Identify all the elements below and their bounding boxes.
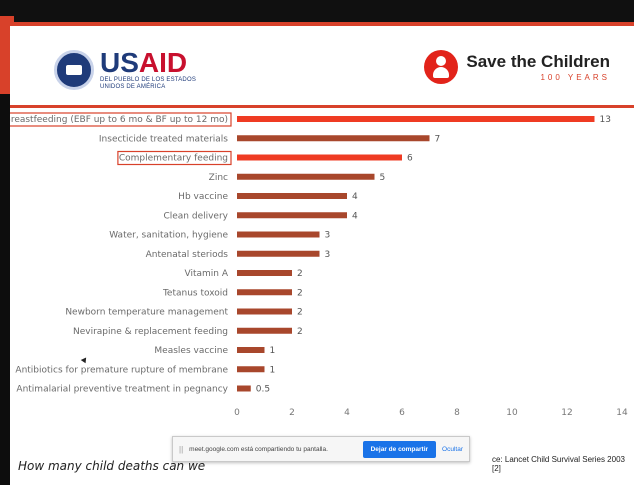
category-label: Tetanus toxoid: [162, 288, 228, 298]
value-label: 2: [297, 308, 303, 318]
bar: [237, 174, 375, 180]
value-label: 1: [270, 346, 276, 356]
category-label: Antimalarial preventive treatment in peg…: [16, 385, 228, 395]
bar: [237, 232, 320, 238]
screen-share-bar: || meet.google.com está compartiendo tu …: [172, 436, 470, 462]
bar: [237, 309, 292, 315]
bar: [237, 116, 595, 122]
bar: [237, 155, 402, 161]
value-label: 3: [325, 250, 331, 260]
value-label: 1: [270, 365, 276, 375]
stop-sharing-button[interactable]: Dejar de compartir: [363, 441, 436, 458]
value-label: 7: [435, 134, 441, 144]
category-label: Antenatal steriods: [146, 250, 229, 260]
category-label: Nevirapine & replacement feeding: [73, 327, 228, 337]
x-tick-label: 8: [454, 408, 460, 418]
category-label: Measles vaccine: [154, 346, 228, 356]
category-label: Newborn temperature management: [65, 308, 228, 318]
bar: [237, 251, 320, 257]
value-label: 4: [352, 192, 358, 202]
category-label: Vitamin A: [185, 269, 229, 279]
presentation-slide: USAID DEL PUEBLO DE LOS ESTADOS UNIDOS D…: [10, 22, 634, 485]
category-label: Water, sanitation, hygiene: [109, 231, 228, 241]
value-label: 5: [380, 173, 386, 183]
window-top-band: [0, 0, 634, 22]
value-label: 4: [352, 211, 358, 221]
bar: [237, 289, 292, 295]
value-label: 13: [600, 115, 611, 125]
category-label: Zinc: [209, 173, 228, 183]
category-label: Complementary feeding: [119, 154, 228, 164]
x-tick-label: 0: [234, 408, 240, 418]
value-label: 2: [297, 269, 303, 279]
x-tick-label: 14: [616, 408, 628, 418]
interventions-bar-chart: Breastfeeding (EBF up to 6 mo & BF up to…: [10, 22, 634, 485]
value-label: 2: [297, 288, 303, 298]
category-label: Breastfeeding (EBF up to 6 mo & BF up to…: [10, 115, 228, 125]
bar: [237, 212, 347, 218]
x-tick-label: 4: [344, 408, 350, 418]
drag-handle-icon[interactable]: ||: [179, 445, 183, 454]
bar: [237, 328, 292, 334]
share-message: meet.google.com está compartiendo tu pan…: [189, 446, 362, 453]
category-label: Hb vaccine: [178, 192, 228, 202]
bar: [237, 386, 251, 392]
x-tick-label: 2: [289, 408, 295, 418]
value-label: 2: [297, 327, 303, 337]
x-tick-label: 6: [399, 408, 405, 418]
bar: [237, 347, 265, 353]
value-label: 6: [407, 154, 413, 164]
hide-link[interactable]: Ocultar: [442, 446, 463, 453]
bar: [237, 135, 430, 141]
bar: [237, 193, 347, 199]
x-tick-label: 10: [506, 408, 518, 418]
bar: [237, 366, 265, 372]
bar: [237, 270, 292, 276]
category-label: Clean delivery: [163, 211, 228, 221]
source-note: ce: Lancet Child Survival Series 2003 [2…: [492, 455, 634, 473]
category-label: Antibiotics for premature rupture of mem…: [15, 365, 228, 375]
value-label: 3: [325, 231, 331, 241]
x-tick-label: 12: [561, 408, 572, 418]
value-label: 0.5: [256, 385, 270, 395]
category-label: Insecticide treated materials: [99, 134, 228, 144]
